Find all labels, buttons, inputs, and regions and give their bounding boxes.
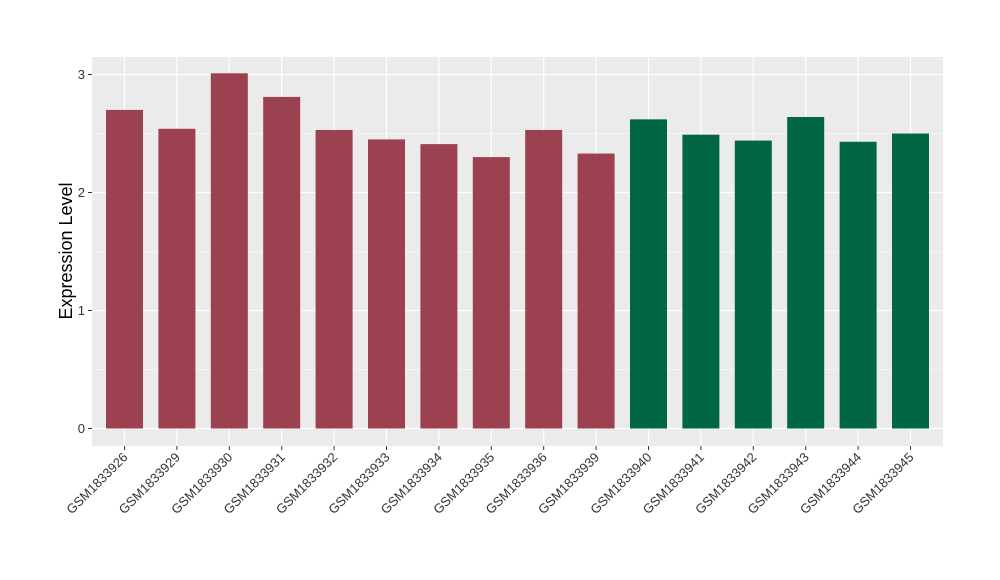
bar-GSM1833944	[839, 141, 877, 429]
x-axis-ticks: GSM1833926GSM1833929GSM1833930GSM1833931…	[63, 446, 917, 517]
y-tick-label: 0	[78, 421, 85, 436]
bar-GSM1833926	[106, 109, 143, 429]
bar-GSM1833932	[315, 129, 353, 429]
bar-GSM1833934	[420, 144, 458, 429]
bar-GSM1833939	[577, 153, 615, 429]
bar-GSM1833941	[682, 134, 720, 429]
bar-GSM1833936	[525, 129, 563, 429]
bar-GSM1833945	[892, 133, 929, 429]
y-tick-label: 2	[78, 185, 85, 200]
bar-GSM1833942	[734, 140, 772, 429]
bars	[106, 73, 929, 429]
y-tick-label: 1	[78, 303, 85, 318]
y-axis-ticks: 0 1 2 3	[78, 67, 92, 436]
bar-GSM1833935	[472, 157, 510, 429]
bar-GSM1833940	[630, 119, 667, 429]
bar-GSM1833929	[158, 128, 196, 429]
bar-GSM1833943	[787, 116, 825, 429]
bar-GSM1833930	[210, 73, 248, 429]
y-tick-label: 3	[78, 67, 85, 82]
bar-GSM1833933	[368, 139, 405, 429]
y-axis-title: Expression Level	[56, 182, 76, 319]
bar-GSM1833931	[263, 96, 301, 429]
